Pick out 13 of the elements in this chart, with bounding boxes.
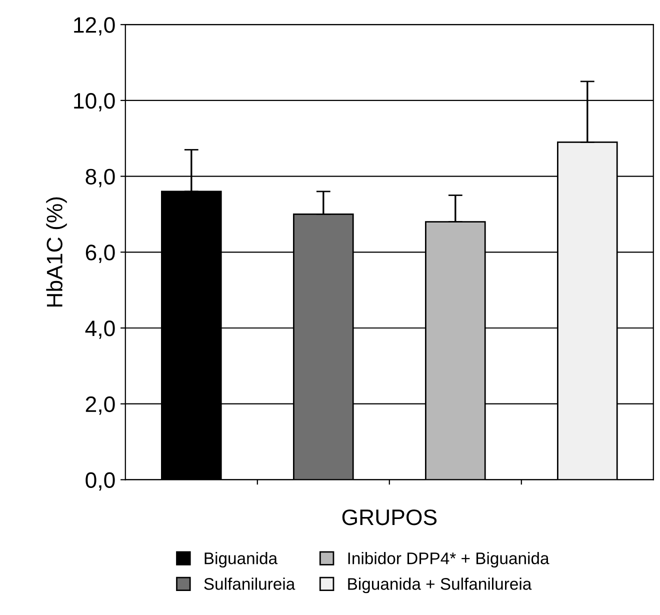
y-axis-title: HbA1C (%) xyxy=(46,197,67,307)
y-tick-label: 10,0 xyxy=(74,92,115,112)
y-tick-label: 12,0 xyxy=(74,17,115,36)
legend-label: Biguanida + Sulfanilureia xyxy=(348,578,532,594)
y-tick-label: 8,0 xyxy=(86,168,115,188)
y-tick-label: 0,0 xyxy=(86,472,115,491)
legend-label: Sulfanilureia xyxy=(204,578,296,590)
legend-label: Inibidor DPP4* + Biguanida xyxy=(348,552,550,568)
y-tick-label: 4,0 xyxy=(85,320,115,339)
x-axis-title: GRUPOS xyxy=(342,509,437,526)
legend-label: Biguanida xyxy=(204,552,278,568)
y-tick-label: 6,0 xyxy=(86,244,115,264)
y-tick-label: 2,0 xyxy=(86,396,115,415)
